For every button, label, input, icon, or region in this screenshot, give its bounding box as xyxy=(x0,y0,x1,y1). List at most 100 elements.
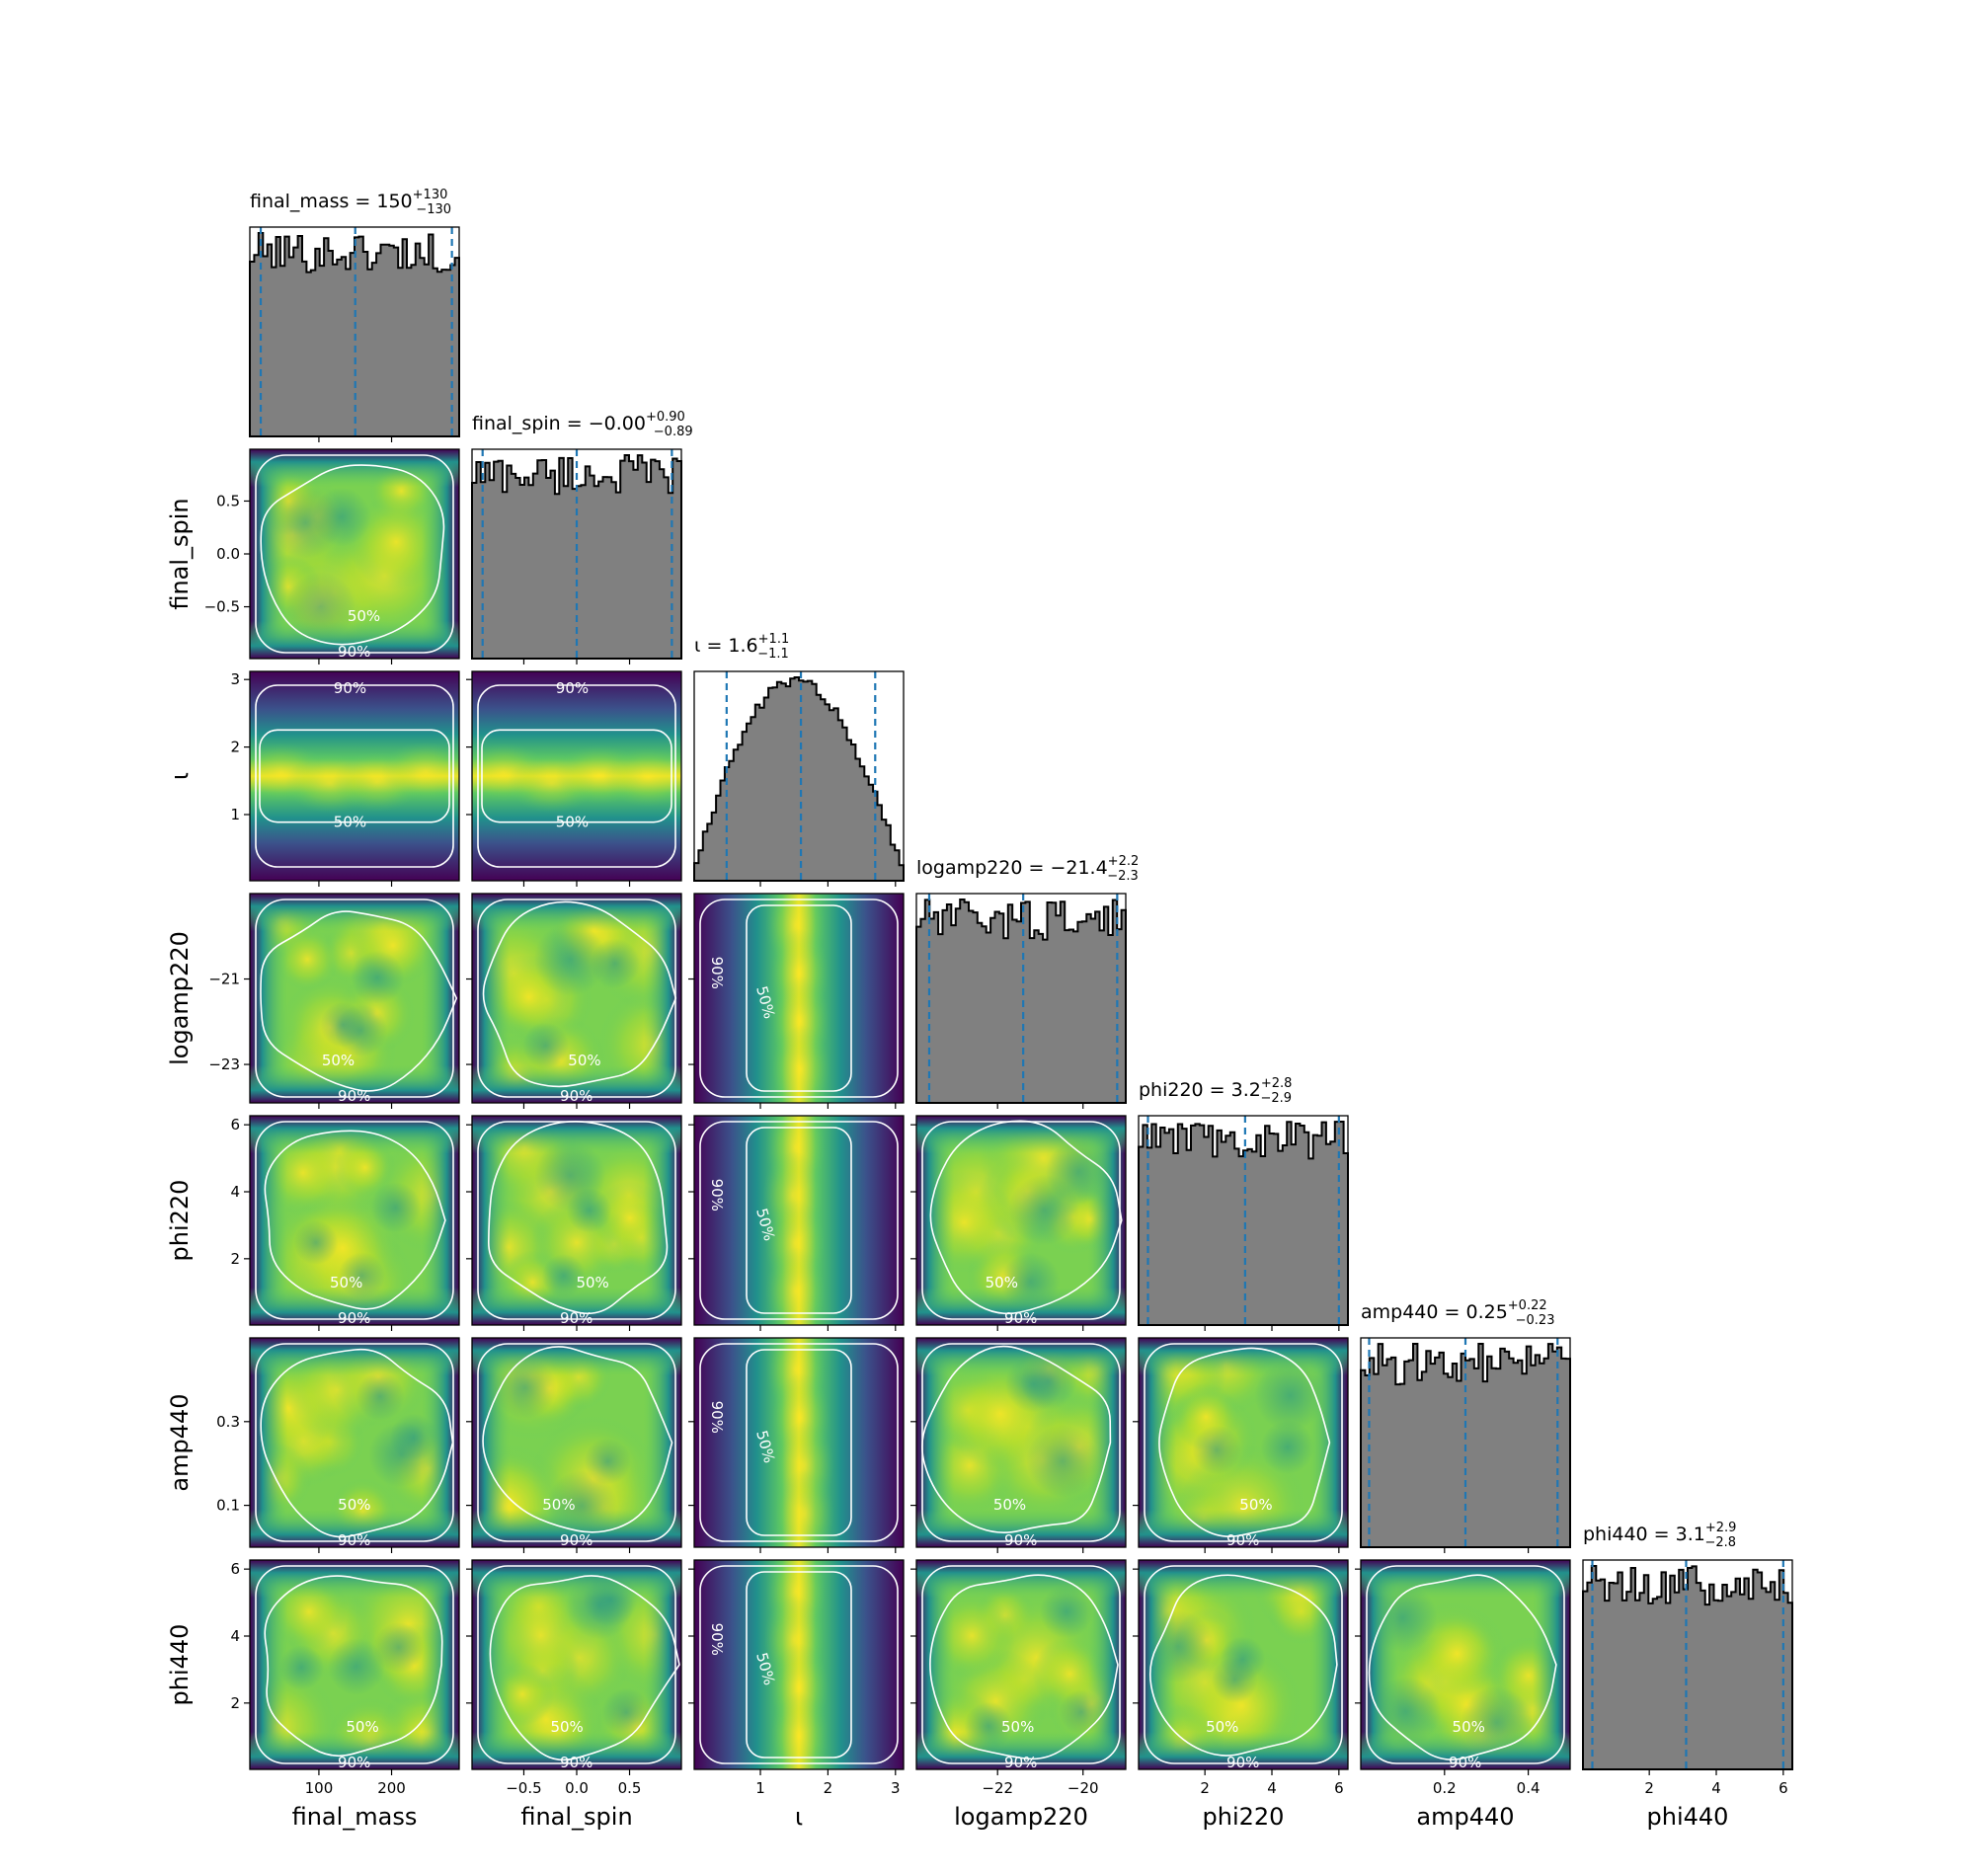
density-edge xyxy=(250,1116,459,1325)
y-tick-label: 0.0 xyxy=(216,545,240,563)
density-image xyxy=(694,1560,904,1769)
y-tick-label: 4 xyxy=(230,1627,240,1645)
y-tick-label: −21 xyxy=(208,971,240,988)
contour-label-50: 50% xyxy=(1239,1496,1272,1514)
contour-90 xyxy=(921,1343,1121,1542)
density-edge xyxy=(916,1338,1126,1547)
density-image xyxy=(1139,1338,1348,1547)
histogram-bars xyxy=(1582,1565,1793,1770)
contour-50 xyxy=(746,1127,852,1314)
contour-label-50: 50% xyxy=(1001,1718,1034,1736)
contour-label-50: 50% xyxy=(1206,1718,1238,1736)
panel-frame xyxy=(693,1559,905,1770)
contour-label-90: 90% xyxy=(1226,1531,1259,1549)
hist-panel-final_spin: final_spin = −0.00+0.90 −0.89 xyxy=(471,410,693,664)
contour-90 xyxy=(1144,1565,1343,1764)
x-tick-label: 0.4 xyxy=(1517,1779,1540,1797)
density-panel-final_mass-logamp220: 50% 90% −23 −21 xyxy=(208,893,460,1109)
x-axis-label-iota: ι xyxy=(795,1803,803,1831)
panel-frame xyxy=(915,1559,1127,1770)
density-image xyxy=(694,1116,904,1325)
contour-50 xyxy=(260,464,445,646)
density-image xyxy=(916,1116,1126,1325)
density-panel-final_mass-phi440: 50% 90%100 200 2 4 6 xyxy=(230,1559,460,1797)
x-tick-label: 4 xyxy=(1711,1779,1721,1797)
contour-90 xyxy=(477,1121,676,1320)
density-image xyxy=(694,1338,904,1547)
hist-title: logamp220 = −21.4+2.2 −2.3 xyxy=(916,854,1139,884)
contour-label-90: 90% xyxy=(560,1754,592,1771)
density-image xyxy=(250,1338,459,1547)
y-axis-label-phi440: phi440 xyxy=(166,1624,194,1706)
contour-90 xyxy=(699,1343,899,1542)
x-tick-label: 1 xyxy=(755,1779,765,1797)
panel-frame xyxy=(249,670,460,882)
contour-label-90: 90% xyxy=(556,679,589,697)
density-panel-logamp220-phi440: 50% 90% −22 −20 xyxy=(910,1559,1127,1797)
y-tick-label: 1 xyxy=(230,806,240,823)
contour-90 xyxy=(699,1565,899,1764)
y-tick-label: 0.5 xyxy=(216,492,240,509)
contour-90 xyxy=(699,1121,899,1320)
contour-label-50: 50% xyxy=(330,1274,362,1291)
density-panel-final_spin-phi440: 50% 90% −0.5 0.0 0.5 xyxy=(466,1559,682,1797)
contour-label-50: 50% xyxy=(322,1052,355,1069)
density-edge xyxy=(1139,1560,1348,1769)
contour-label-90: 90% xyxy=(1449,1754,1481,1771)
density-image xyxy=(916,1560,1126,1769)
contour-50 xyxy=(487,1120,669,1315)
y-tick-label: 0.1 xyxy=(216,1497,240,1515)
hist-panel-final_mass: final_mass = 150+130 −130 xyxy=(249,188,460,442)
contour-label-90: 90% xyxy=(338,1087,370,1105)
panel-frame xyxy=(915,1337,1127,1548)
density-edge xyxy=(472,1560,681,1769)
contour-label-90: 90% xyxy=(708,957,726,989)
y-axis-label-iota: ι xyxy=(166,772,194,780)
x-tick-label: 100 xyxy=(305,1779,334,1797)
panel-frame xyxy=(249,1337,460,1548)
x-tick-label: 0.2 xyxy=(1433,1779,1457,1797)
density-panel-logamp220-amp440: 50% 90% xyxy=(910,1337,1127,1553)
contour-50 xyxy=(482,900,677,1088)
density-edge xyxy=(472,1338,681,1547)
x-axis-label-logamp220: logamp220 xyxy=(954,1803,1088,1831)
density-panel-final_mass-amp440: 50% 90% 0.1 0.3 xyxy=(216,1337,460,1553)
density-image xyxy=(472,1338,681,1547)
contour-50 xyxy=(260,1348,454,1538)
density-edge xyxy=(1361,1560,1570,1769)
density-image xyxy=(1361,1560,1570,1769)
contour-90 xyxy=(1144,1343,1343,1542)
contour-label-90: 90% xyxy=(560,1309,592,1327)
density-edge xyxy=(1139,1338,1348,1547)
x-tick-label: −22 xyxy=(982,1779,1013,1797)
density-panel-final_mass-iota: 50% 90% 1 2 3 xyxy=(230,670,460,887)
density-image xyxy=(250,671,459,881)
panel-frame xyxy=(693,670,905,882)
contour-90 xyxy=(477,1565,676,1764)
density-image xyxy=(472,1560,681,1769)
contour-90 xyxy=(699,899,899,1098)
contour-50 xyxy=(264,1130,446,1310)
x-tick-label: 6 xyxy=(1778,1779,1788,1797)
hist-title: final_spin = −0.00+0.90 −0.89 xyxy=(472,410,693,439)
density-edge xyxy=(916,1116,1126,1325)
contour-90 xyxy=(255,899,454,1098)
y-tick-label: 4 xyxy=(230,1183,240,1201)
x-tick-label: 0.5 xyxy=(618,1779,642,1797)
panel-frame xyxy=(249,226,460,437)
x-tick-label: 6 xyxy=(1334,1779,1344,1797)
contour-50 xyxy=(264,1575,443,1758)
contour-label-90: 90% xyxy=(708,1401,726,1434)
contour-90 xyxy=(477,684,676,868)
hist-title: amp440 = 0.25+0.22 −0.23 xyxy=(1361,1298,1554,1328)
x-tick-label: −20 xyxy=(1067,1779,1099,1797)
y-axis-label-phi220: phi220 xyxy=(166,1180,194,1262)
density-edge xyxy=(916,1560,1126,1769)
x-tick-label: 2 xyxy=(824,1779,833,1797)
panel-frame xyxy=(1582,1559,1793,1770)
contour-label-50: 50% xyxy=(556,814,589,831)
panel-frame xyxy=(1360,1337,1571,1548)
contour-50 xyxy=(746,1571,852,1759)
